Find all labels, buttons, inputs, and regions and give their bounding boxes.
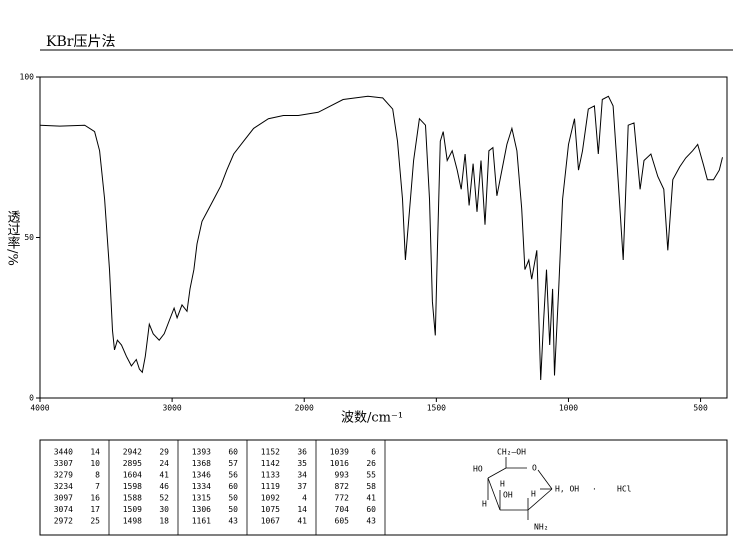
peak-transmittance: 6 xyxy=(371,448,376,457)
peak-wavenumber: 1161 xyxy=(192,517,211,526)
chart-title: KBr压片法 xyxy=(46,34,115,50)
y-tick-label: 0 xyxy=(29,394,34,403)
peak-transmittance: 7 xyxy=(95,482,100,491)
peak-transmittance: 14 xyxy=(90,448,100,457)
structure-label: H xyxy=(500,480,505,489)
peak-transmittance: 29 xyxy=(159,448,169,457)
peak-transmittance: 60 xyxy=(228,448,238,457)
peak-wavenumber: 3234 xyxy=(54,482,73,491)
peak-transmittance: 50 xyxy=(228,494,238,503)
peak-transmittance: 58 xyxy=(366,482,376,491)
y-tick-label: 50 xyxy=(24,233,34,242)
structure-label: HO xyxy=(473,465,483,474)
peak-wavenumber: 1067 xyxy=(261,517,280,526)
peak-transmittance: 4 xyxy=(302,494,307,503)
peak-wavenumber: 605 xyxy=(335,517,350,526)
peak-wavenumber: 1315 xyxy=(192,494,211,503)
peak-wavenumber: 3097 xyxy=(54,494,73,503)
structure-label: OH xyxy=(503,491,513,500)
peak-transmittance: 57 xyxy=(228,459,238,468)
structure-label: H xyxy=(531,490,536,499)
structure-bonds xyxy=(487,457,553,520)
peak-wavenumber: 3074 xyxy=(54,505,73,514)
peak-wavenumber: 3307 xyxy=(54,459,73,468)
peak-transmittance: 37 xyxy=(297,482,307,491)
peak-transmittance: 46 xyxy=(159,482,169,491)
peak-wavenumber: 1016 xyxy=(330,459,349,468)
x-tick-label: 3000 xyxy=(162,404,181,413)
peak-transmittance: 10 xyxy=(90,459,100,468)
peak-transmittance: 55 xyxy=(366,471,376,480)
structure-label: NH₂ xyxy=(534,523,548,532)
peak-transmittance: 35 xyxy=(297,459,307,468)
peak-transmittance: 24 xyxy=(159,459,169,468)
peak-transmittance: 18 xyxy=(159,517,169,526)
peak-wavenumber: 1334 xyxy=(192,482,211,491)
peak-wavenumber: 1509 xyxy=(123,505,142,514)
peak-wavenumber: 2895 xyxy=(123,459,142,468)
peak-transmittance: 17 xyxy=(90,505,100,514)
peak-transmittance: 60 xyxy=(366,505,376,514)
peak-wavenumber: 1498 xyxy=(123,517,142,526)
peak-wavenumber: 993 xyxy=(335,471,350,480)
peak-transmittance: 14 xyxy=(297,505,307,514)
peak-transmittance: 60 xyxy=(228,482,238,491)
peak-wavenumber: 2972 xyxy=(54,517,73,526)
peak-wavenumber: 704 xyxy=(335,505,350,514)
peak-wavenumber: 1588 xyxy=(123,494,142,503)
x-tick-label: 4000 xyxy=(30,404,49,413)
peak-transmittance: 26 xyxy=(366,459,376,468)
peak-wavenumber: 1075 xyxy=(261,505,280,514)
peak-transmittance: 30 xyxy=(159,505,169,514)
peak-transmittance: 16 xyxy=(90,494,100,503)
spectrum-line xyxy=(39,95,723,381)
y-tick-label: 100 xyxy=(20,73,35,82)
structure-label: HCl xyxy=(617,485,632,494)
peak-wavenumber: 3440 xyxy=(54,448,73,457)
peak-transmittance: 25 xyxy=(90,517,100,526)
peak-transmittance: 34 xyxy=(297,471,307,480)
peak-wavenumber: 1393 xyxy=(192,448,211,457)
peak-wavenumber: 1152 xyxy=(261,448,280,457)
peak-wavenumber: 1142 xyxy=(261,459,280,468)
peak-transmittance: 56 xyxy=(228,471,238,480)
peak-wavenumber: 2942 xyxy=(123,448,142,457)
y-axis-label: 透过率/% xyxy=(5,210,21,266)
peak-transmittance: 43 xyxy=(366,517,376,526)
peak-wavenumber: 872 xyxy=(335,482,350,491)
structure-label: O xyxy=(532,464,537,473)
peak-wavenumber: 772 xyxy=(335,494,350,503)
peak-wavenumber: 1119 xyxy=(261,482,280,491)
x-axis-label: 波数/cm⁻¹ xyxy=(341,411,403,426)
peak-transmittance: 41 xyxy=(159,471,169,480)
peak-transmittance: 41 xyxy=(366,494,376,503)
structure-label: H xyxy=(482,500,487,509)
structure-label: · xyxy=(592,485,597,494)
peak-wavenumber: 1604 xyxy=(123,471,142,480)
peak-wavenumber: 1346 xyxy=(192,471,211,480)
peak-wavenumber: 3279 xyxy=(54,471,73,480)
x-tick-label: 1500 xyxy=(427,404,446,413)
structure-label: CH₂—OH xyxy=(497,448,526,457)
peak-wavenumber: 1306 xyxy=(192,505,211,514)
peak-transmittance: 43 xyxy=(228,517,238,526)
peak-wavenumber: 1598 xyxy=(123,482,142,491)
table-frame xyxy=(39,439,728,536)
peak-transmittance: 41 xyxy=(297,517,307,526)
peak-wavenumber: 1092 xyxy=(261,494,280,503)
peak-wavenumber: 1039 xyxy=(330,448,349,457)
peak-transmittance: 50 xyxy=(228,505,238,514)
x-tick-label: 2000 xyxy=(295,404,314,413)
peak-transmittance: 52 xyxy=(159,494,169,503)
peak-transmittance: 36 xyxy=(297,448,307,457)
structure-label: H, OH xyxy=(555,485,579,494)
peak-wavenumber: 1368 xyxy=(192,459,211,468)
x-tick-label: 500 xyxy=(693,404,708,413)
peak-transmittance: 8 xyxy=(95,471,100,480)
peak-wavenumber: 1133 xyxy=(261,471,280,480)
x-tick-label: 1000 xyxy=(559,404,578,413)
